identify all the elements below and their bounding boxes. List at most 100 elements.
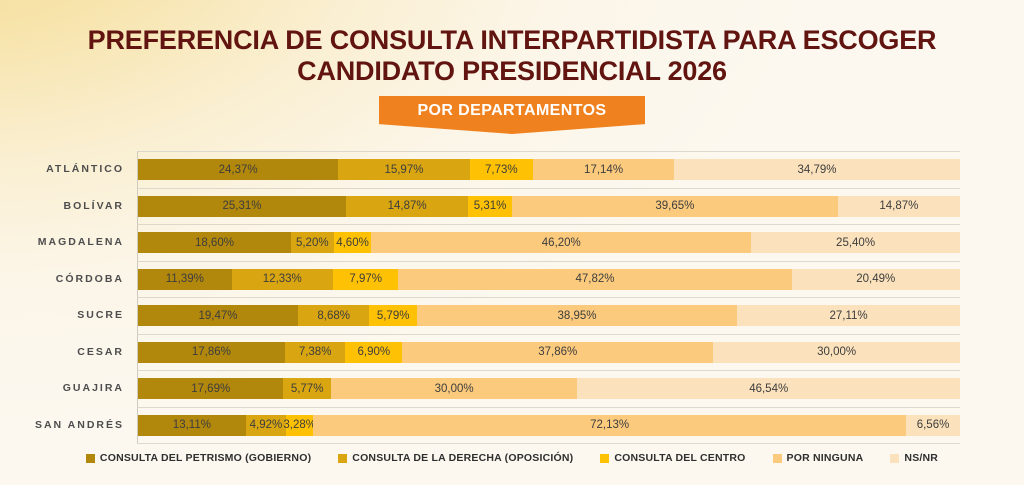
stacked-bar: 17,86% 7,38% 6,90% 37,86% 30,00% bbox=[138, 341, 960, 363]
bar-segment: 19,47% bbox=[138, 305, 299, 327]
bar-segment: 4,92% bbox=[245, 414, 287, 436]
legend-swatch-icon bbox=[85, 453, 95, 463]
bar-segment: 18,60% bbox=[138, 232, 291, 254]
chart-row: SUCRE 19,47% 8,68% 5,79% 38,95% 27,11% bbox=[0, 297, 1024, 334]
legend-label: POR NINGUNA bbox=[786, 452, 864, 464]
bar-segment: 6,90% bbox=[345, 341, 403, 363]
bar-segment: 3,28% bbox=[283, 414, 316, 436]
bar-segment: 20,49% bbox=[791, 268, 960, 290]
legend-item: NS/NR bbox=[890, 452, 938, 464]
chart-rows: ATLÁNTICO 24,37% 15,97% 7,73% 17,14% 34,79% BO… bbox=[0, 151, 1024, 443]
bar-segment: 39,65% bbox=[511, 195, 838, 217]
subtitle-banner: POR DEPARTAMENTOS bbox=[379, 96, 645, 134]
title-line-1: PREFERENCIA DE CONSULTA INTERPARTIDISTA … bbox=[87, 25, 937, 55]
legend-label: NS/NR bbox=[904, 452, 939, 464]
category-label: CÓRDOBA bbox=[55, 272, 124, 285]
category-label: SAN ANDRÉS bbox=[34, 418, 124, 431]
segment-value-label: 11,39% bbox=[165, 273, 204, 286]
segment-value-label: 7,38% bbox=[298, 346, 332, 359]
bar-track: 19,47% 8,68% 5,79% 38,95% 27,11% bbox=[137, 297, 960, 334]
bar-segment: 37,86% bbox=[402, 341, 714, 363]
segment-value-label: 38,95% bbox=[557, 309, 597, 322]
page-title: PREFERENCIA DE CONSULTA INTERPARTIDISTA … bbox=[0, 0, 1024, 86]
segment-value-label: 5,20% bbox=[295, 236, 329, 249]
bar-track: 18,60% 5,20% 4,60% 46,20% 25,40% bbox=[137, 224, 960, 261]
legend-label: CONSULTA DE LA DERECHA (OPOSICIÓN) bbox=[352, 452, 574, 464]
stacked-bar: 19,47% 8,68% 5,79% 38,95% 27,11% bbox=[138, 305, 960, 327]
bar-segment: 34,79% bbox=[674, 159, 960, 181]
segment-value-label: 25,40% bbox=[836, 236, 876, 249]
bar-segment: 30,00% bbox=[713, 341, 960, 363]
stacked-bar: 24,37% 15,97% 7,73% 17,14% 34,79% bbox=[138, 159, 960, 181]
segment-value-label: 27,11% bbox=[829, 309, 868, 322]
chart-legend: CONSULTA DEL PETRISMO (GOBIERNO) CONSULTA… bbox=[0, 452, 1024, 464]
legend-swatch-icon bbox=[772, 453, 782, 463]
bar-segment: 8,68% bbox=[298, 305, 370, 327]
category-label: MAGDALENA bbox=[37, 236, 124, 249]
segment-value-label: 6,90% bbox=[357, 346, 391, 359]
bar-segment: 6,56% bbox=[906, 414, 960, 436]
bar-track: 13,11% 4,92% 3,28% 72,13% 6,56% bbox=[137, 406, 960, 443]
legend-swatch-icon bbox=[890, 453, 900, 463]
stacked-bar-chart: ATLÁNTICO 24,37% 15,97% 7,73% 17,14% 34,79% BO… bbox=[0, 151, 1024, 444]
segment-value-label: 12,33% bbox=[262, 273, 302, 286]
segment-value-label: 19,47% bbox=[198, 309, 238, 322]
segment-value-label: 17,14% bbox=[584, 163, 624, 176]
segment-value-label: 24,37% bbox=[218, 163, 258, 176]
bar-segment: 27,11% bbox=[737, 305, 960, 327]
segment-value-label: 17,86% bbox=[191, 346, 231, 359]
bar-segment: 15,97% bbox=[338, 159, 470, 181]
legend-swatch-icon bbox=[338, 453, 348, 463]
bar-track: 11,39% 12,33% 7,97% 47,82% 20,49% bbox=[137, 260, 960, 297]
segment-value-label: 47,82% bbox=[575, 273, 615, 286]
category-label: CESAR bbox=[77, 345, 124, 358]
legend-swatch-icon bbox=[600, 453, 610, 463]
bar-segment: 72,13% bbox=[313, 414, 907, 436]
title-line-2: CANDIDATO PRESIDENCIAL 2026 bbox=[297, 55, 727, 86]
stacked-bar: 11,39% 12,33% 7,97% 47,82% 20,49% bbox=[138, 268, 960, 290]
segment-value-label: 7,73% bbox=[485, 163, 518, 176]
bar-segment: 46,20% bbox=[371, 232, 752, 254]
bar-segment: 14,87% bbox=[837, 195, 961, 217]
segment-value-label: 5,31% bbox=[473, 200, 507, 213]
segment-value-label: 6,56% bbox=[916, 419, 950, 432]
stacked-bar: 25,31% 14,87% 5,31% 39,65% 14,87% bbox=[138, 195, 961, 217]
bar-segment: 7,73% bbox=[469, 159, 534, 181]
bar-segment: 46,54% bbox=[577, 378, 960, 400]
legend-item: CONSULTA DEL CENTRO bbox=[600, 452, 745, 464]
legend-item: CONSULTA DEL PETRISMO (GOBIERNO) bbox=[85, 452, 312, 464]
bar-segment: 25,40% bbox=[751, 232, 960, 254]
category-label: GUAJIRA bbox=[62, 382, 124, 395]
legend-label: CONSULTA DEL CENTRO bbox=[614, 452, 746, 464]
segment-value-label: 8,68% bbox=[317, 309, 350, 322]
category-label: SUCRE bbox=[77, 309, 124, 322]
bar-segment: 5,20% bbox=[290, 232, 334, 254]
chart-row: GUAJIRA 17,69% 5,77% 30,00% 46,54% bbox=[0, 370, 1024, 407]
bar-segment: 12,33% bbox=[231, 268, 333, 290]
chart-row: ATLÁNTICO 24,37% 15,97% 7,73% 17,14% 34,79% bbox=[0, 151, 1024, 188]
segment-value-label: 30,00% bbox=[434, 382, 474, 395]
bar-segment: 47,82% bbox=[398, 268, 792, 290]
plot-bottom-gridline bbox=[137, 443, 960, 444]
bar-segment: 17,69% bbox=[138, 378, 284, 400]
chart-row: SAN ANDRÉS 13,11% 4,92% 3,28% 72,13% 6,56% bbox=[0, 406, 1024, 443]
segment-value-label: 20,49% bbox=[856, 273, 896, 286]
bar-segment: 4,60% bbox=[333, 232, 372, 254]
bar-segment: 5,77% bbox=[283, 378, 331, 400]
legend-item: POR NINGUNA bbox=[772, 452, 864, 464]
category-label: ATLÁNTICO bbox=[46, 163, 124, 176]
segment-value-label: 3,28% bbox=[283, 419, 316, 432]
subtitle-banner-label: POR DEPARTAMENTOS bbox=[417, 102, 607, 119]
segment-value-label: 39,65% bbox=[655, 200, 695, 213]
chart-row: CESAR 17,86% 7,38% 6,90% 37,86% 30,00% bbox=[0, 333, 1024, 370]
segment-value-label: 34,79% bbox=[797, 163, 837, 176]
segment-value-label: 37,86% bbox=[538, 346, 578, 359]
segment-value-label: 15,97% bbox=[384, 163, 424, 176]
bar-segment: 11,39% bbox=[138, 268, 232, 290]
segment-value-label: 72,13% bbox=[590, 419, 630, 432]
bar-segment: 7,97% bbox=[332, 268, 399, 290]
segment-value-label: 25,31% bbox=[222, 200, 262, 213]
legend-label: CONSULTA DEL PETRISMO (GOBIERNO) bbox=[99, 452, 312, 464]
bar-track: 25,31% 14,87% 5,31% 39,65% 14,87% bbox=[137, 187, 961, 224]
segment-value-label: 4,60% bbox=[336, 236, 369, 249]
